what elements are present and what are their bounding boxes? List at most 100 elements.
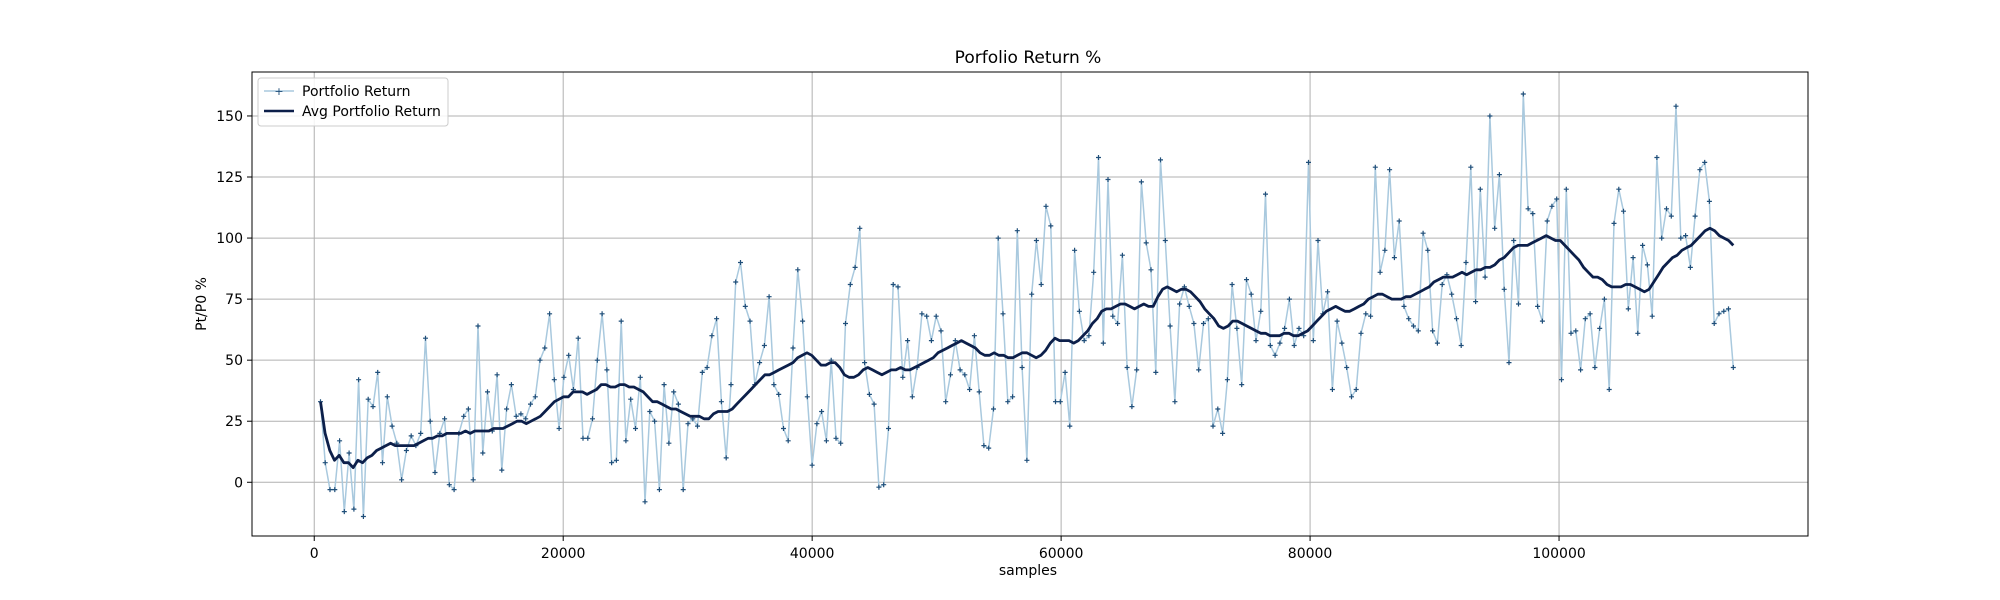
data-point [666,440,672,446]
data-point [1449,291,1455,297]
data-point [1325,289,1331,295]
data-point [590,416,595,422]
data-point [1162,238,1168,243]
x-tick-label: 0 [310,546,319,562]
data-point [461,413,467,419]
data-point [1119,252,1125,258]
data-point [747,318,753,324]
data-point [1621,208,1626,214]
data-point [709,333,715,339]
data-point [742,303,748,309]
data-point [1697,167,1703,173]
data-point [1401,303,1407,309]
data-point [1582,316,1588,322]
data-point [432,470,438,475]
data-point [1353,387,1359,392]
data-point [585,435,591,441]
data-point [675,401,681,407]
data-point [1654,155,1660,160]
x-tick-label: 40000 [790,546,835,562]
data-point [1692,213,1698,219]
data-point [981,443,987,449]
data-point [838,440,844,446]
data-point [1344,365,1350,370]
data-point [637,374,643,380]
legend-marker-portfolio-return: + [274,85,283,98]
data-point [360,514,366,519]
legend-label-avg-portfolio-return: Avg Portfolio Return [302,104,441,120]
data-point [1315,238,1321,243]
data-point [1100,340,1106,346]
data-point [599,311,605,317]
gridlines [252,72,1808,536]
data-point [766,294,772,300]
data-point [819,409,825,414]
data-point [1167,323,1173,329]
data-point [1358,330,1364,336]
data-point [1726,306,1731,312]
data-point [451,487,457,493]
data-point [695,423,700,429]
data-point [1215,406,1221,412]
data-point [1205,316,1211,322]
data-point [403,448,409,453]
data-point [332,487,338,493]
data-point [1329,387,1335,392]
data-point [618,318,624,324]
data-point [1053,399,1058,405]
data-point [704,365,710,370]
data-point [418,430,424,436]
data-point [346,450,352,456]
data-point [523,416,529,422]
data-point [1601,296,1607,302]
data-point [871,401,877,407]
x-tick-label: 20000 [541,546,586,562]
data-point [633,426,638,431]
data-point [1286,296,1292,302]
data-point [1096,155,1101,160]
data-point [1129,404,1135,410]
data-point [1158,157,1163,163]
data-point [1124,365,1130,370]
data-point [1611,220,1617,226]
data-point [1516,301,1521,307]
data-point [924,313,930,319]
data-point [928,338,934,344]
x-tick-label: 60000 [1039,546,1084,562]
data-point [890,282,896,287]
data-point [1606,387,1612,392]
data-point [1544,218,1550,224]
data-point [537,357,543,363]
data-point [1559,377,1564,383]
data-point [485,389,490,395]
data-point [1115,321,1121,326]
data-point [1310,338,1316,344]
data-point [1463,260,1469,265]
data-point [1110,313,1116,319]
data-point [685,421,691,427]
data-point [1220,430,1226,436]
data-point [1091,269,1097,275]
data-point [776,391,782,397]
data-point [327,487,333,493]
data-point [933,313,939,319]
data-point [1067,423,1073,429]
data-point [785,438,791,444]
data-point [800,318,806,324]
data-point [1573,328,1579,334]
data-point [1306,159,1311,165]
data-point [1019,365,1025,370]
data-point [1234,325,1240,331]
data-point [995,235,1001,241]
data-point [1644,262,1650,268]
data-point [781,426,786,431]
data-point [905,338,911,344]
data-point [1014,228,1020,234]
data-point [1592,365,1598,370]
data-point [465,406,471,412]
chart-title: Porfolio Return % [955,48,1102,68]
data-point [971,333,977,339]
data-point [919,311,925,317]
data-point [609,460,615,466]
